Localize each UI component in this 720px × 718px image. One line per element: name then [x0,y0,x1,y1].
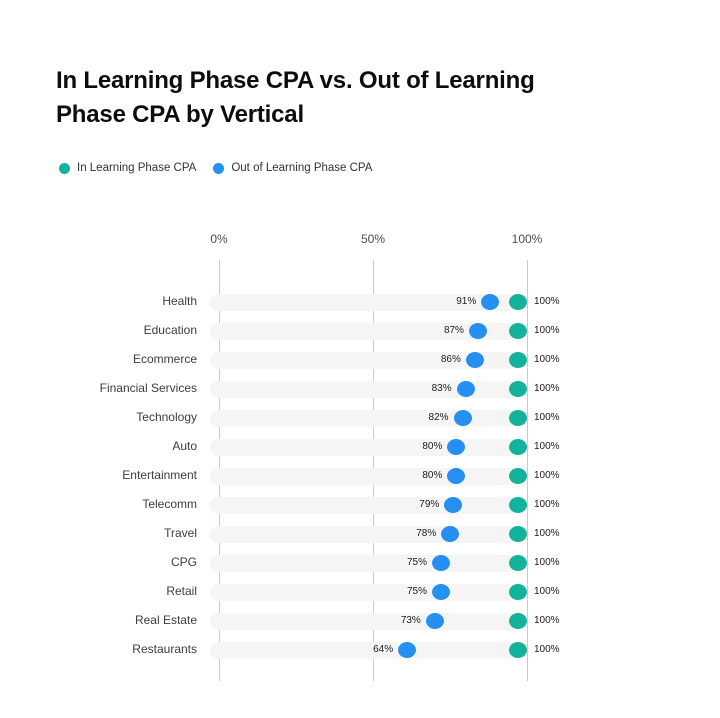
page-title: In Learning Phase CPA vs. Out of Learnin… [56,67,535,128]
in-learning-legend-dot-icon [59,163,70,174]
out-of-learning-dot [468,323,487,339]
in-learning-value-label: 100% [534,412,560,423]
in-learning-value-label: 100% [534,499,560,510]
out-of-learning-dot [441,526,460,542]
row-label: Ecommerce [132,352,197,366]
out-of-learning-value-label: 79% [419,499,440,510]
row-label: Education [143,323,197,337]
row-track [210,525,521,543]
in-learning-value-label: 100% [534,586,560,597]
out-of-learning-dot [425,613,444,629]
legend-label-in-learning: In Learning Phase CPA [77,162,197,174]
out-of-learning-dot [465,352,484,368]
row-track [210,351,521,369]
in-learning-dot [509,468,527,484]
row-label: CPG [170,555,197,569]
row-label: Restaurants [132,642,197,656]
in-learning-dot [509,642,527,658]
out-of-learning-dot [432,584,450,600]
row-label: Health [162,294,197,308]
in-learning-dot [509,410,527,426]
in-learning-dot [509,555,527,571]
out-of-learning-legend-dot-icon [213,163,225,174]
out-of-learning-dot [444,497,463,513]
out-of-learning-value-label: 82% [428,412,449,423]
row-track [210,438,521,456]
in-learning-value-label: 100% [534,615,560,626]
row-label: Entertainment [122,468,197,482]
in-learning-dot [509,352,527,368]
row-track [210,554,521,572]
out-of-learning-value-label: 83% [431,383,452,394]
row-label: Telecomm [142,497,197,511]
out-of-learning-value-label: 64% [373,644,394,655]
out-of-learning-dot [447,468,466,484]
out-of-learning-value-label: 75% [406,557,427,568]
row-track [210,612,521,630]
out-of-learning-value-label: 87% [443,325,464,336]
out-of-learning-value-label: 73% [400,615,421,626]
in-learning-value-label: 100% [534,325,560,336]
out-of-learning-value-label: 80% [422,441,443,452]
out-of-learning-value-label: 75% [406,586,427,597]
in-learning-value-label: 100% [534,470,560,481]
row-track [210,467,521,485]
out-of-learning-dot [456,381,475,397]
out-of-learning-dot [447,439,466,455]
out-of-learning-value-label: 78% [416,528,437,539]
out-of-learning-dot [481,294,500,310]
row-track [210,409,521,427]
in-learning-dot [509,294,527,310]
out-of-learning-dot [398,642,417,658]
in-learning-dot [509,323,527,339]
axis-tick-label: 50% [360,232,386,246]
out-of-learning-value-label: 86% [440,354,461,365]
in-learning-dot [509,526,527,542]
row-label: Retail [166,584,197,598]
legend-item-out-of-learning: Out of Learning Phase CPA [213,162,372,175]
legend-label-out-of-learning: Out of Learning Phase CPA [231,162,373,174]
chart-legend: In Learning Phase CPA Out of Learning Ph… [59,162,372,175]
in-learning-value-label: 100% [534,528,560,539]
axis-tick-label: 100% [511,232,543,246]
row-track [210,496,521,514]
row-label: Real Estate [134,613,197,627]
in-learning-dot [509,613,527,629]
row-label: Financial Services [99,381,197,395]
in-learning-value-label: 100% [534,557,560,568]
out-of-learning-dot [453,410,472,426]
out-of-learning-value-label: 91% [456,296,477,307]
row-label: Travel [164,526,197,540]
in-learning-value-label: 100% [534,644,560,655]
row-track [210,322,521,340]
gridline [526,260,528,681]
row-label: Technology [136,410,197,424]
in-learning-value-label: 100% [534,354,560,365]
row-label: Auto [172,439,197,453]
out-of-learning-value-label: 80% [422,470,443,481]
legend-item-in-learning: In Learning Phase CPA [59,162,196,175]
in-learning-dot [509,497,527,513]
in-learning-dot [509,439,527,455]
row-track [210,641,521,659]
row-track [210,293,521,311]
row-track [210,380,521,398]
in-learning-dot [509,381,527,397]
row-track [210,583,521,601]
in-learning-dot [509,584,527,600]
in-learning-value-label: 100% [534,383,560,394]
axis-tick-label: 0% [210,232,228,246]
in-learning-value-label: 100% [534,296,560,307]
in-learning-value-label: 100% [534,441,560,452]
out-of-learning-dot [432,555,450,571]
